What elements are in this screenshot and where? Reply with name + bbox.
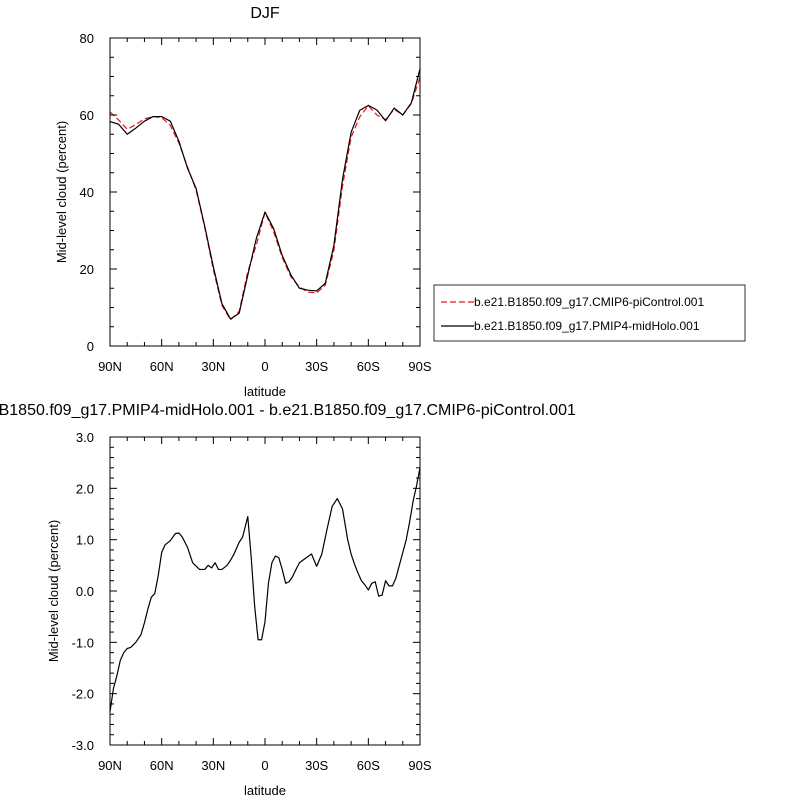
y-tick-label: 1.0 (76, 533, 94, 548)
x-tick-label: 30N (201, 359, 225, 374)
x-axis-title: latitude (244, 783, 286, 798)
x-tick-label: 90N (98, 758, 122, 773)
plot-frame (109, 37, 421, 347)
x-tick-label: 90S (408, 758, 431, 773)
x-tick-label: 60N (150, 359, 174, 374)
legend-label-midholo: b.e21.B1850.f09_g17.PMIP4-midHolo.001 (474, 319, 700, 333)
chart-title: b.e21.B1850.f09_g17.PMIP4-midHolo.001 - … (0, 402, 576, 419)
x-tick-label: 0 (261, 359, 268, 374)
series-line-midholo (109, 68, 421, 320)
x-tick-label: 60S (357, 359, 380, 374)
y-tick-label: 2.0 (76, 481, 94, 496)
legend-label-picontrol: b.e21.B1850.f09_g17.CMIP6-piControl.001 (474, 295, 704, 309)
y-tick-label: -3.0 (72, 738, 94, 753)
panel-top-chart: 0 20 40 60 80 90N 60N 30N 0 30S 60S 90S DJF latitude M… (54, 5, 432, 399)
y-tick-label: -2.0 (72, 687, 94, 702)
x-tick-label: 30S (305, 359, 328, 374)
x-tick-label: 90S (408, 359, 431, 374)
chart-title: DJF (250, 5, 280, 22)
legend: b.e21.B1850.f09_g17.CMIP6-piControl.001b… (433, 284, 746, 342)
x-tick-label: 0 (261, 758, 268, 773)
x-tick-label: 60S (357, 758, 380, 773)
y-axis-title: Mid-level cloud (percent) (54, 121, 69, 263)
y-tick-label: 3.0 (76, 430, 94, 445)
y-tick-label: 20 (80, 262, 94, 277)
y-tick-label: 0 (87, 339, 94, 354)
y-axis-title: Mid-level cloud (percent) (46, 520, 61, 662)
x-axis-title: latitude (244, 384, 286, 399)
y-tick-label: 0.0 (76, 584, 94, 599)
legend-box (433, 284, 746, 342)
series-line-picontrol (109, 77, 421, 321)
x-tick-label: 60N (150, 758, 174, 773)
x-tick-label: 90N (98, 359, 122, 374)
y-tick-label: 60 (80, 108, 94, 123)
x-tick-label: 30N (201, 758, 225, 773)
series-line-difference (109, 467, 421, 712)
y-tick-label: 40 (80, 185, 94, 200)
panel-bottom-chart: -3.0 -2.0 -1.0 0.0 1.0 2.0 3.0 90N 60N 30N 0 30S 60S… (0, 402, 576, 798)
y-tick-label: -1.0 (72, 635, 94, 650)
x-tick-label: 30S (305, 758, 328, 773)
plot-frame (109, 436, 421, 746)
y-tick-label: 80 (80, 31, 94, 46)
